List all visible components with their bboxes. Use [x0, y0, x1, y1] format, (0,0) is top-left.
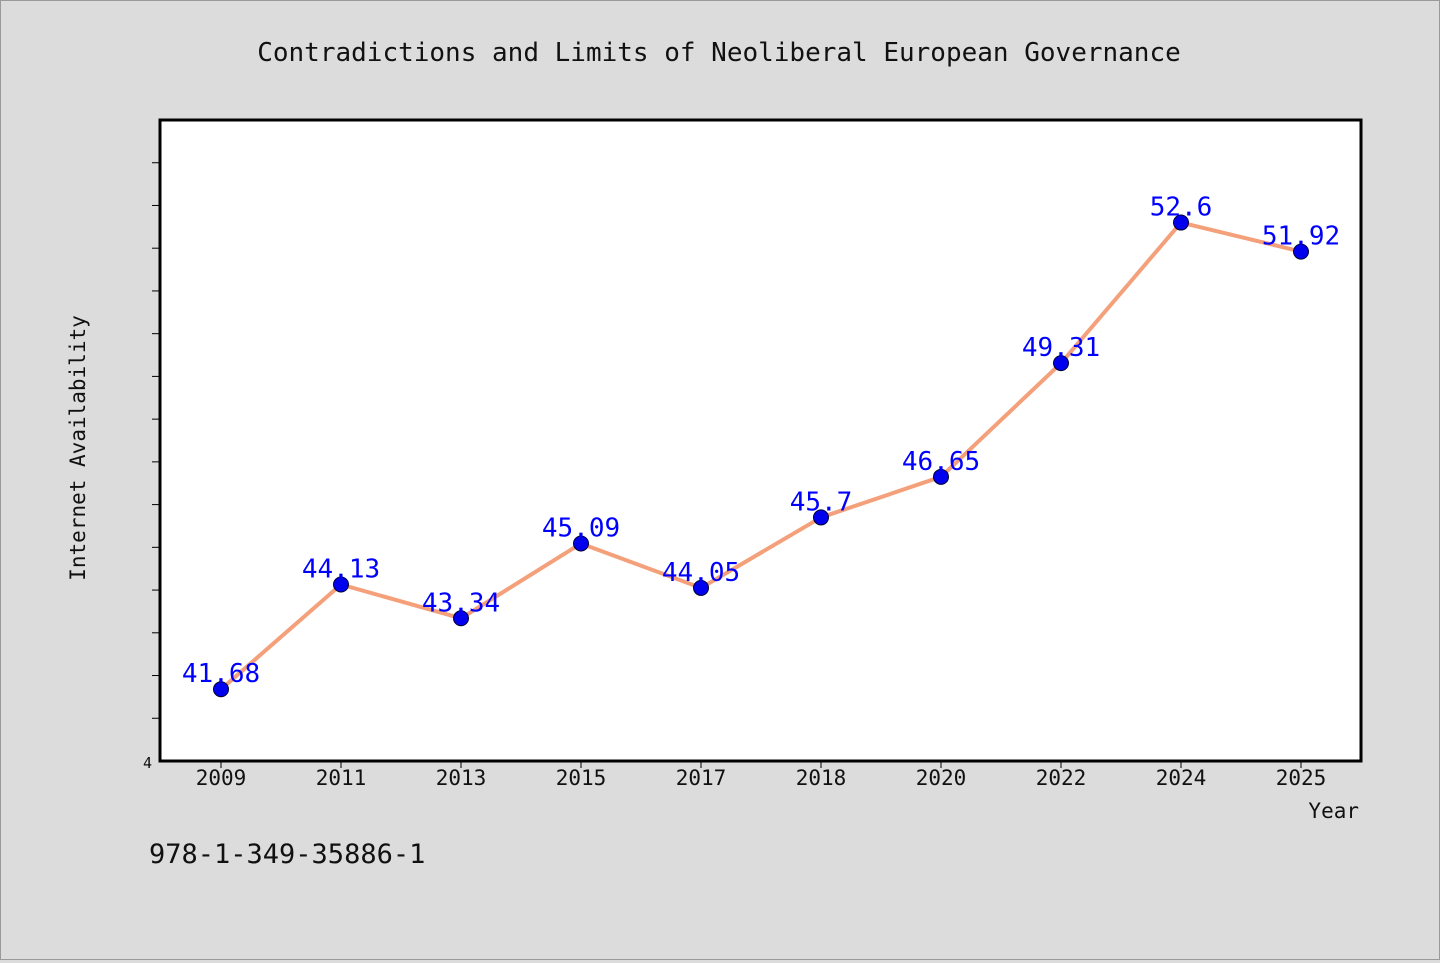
data-point-marker	[333, 576, 349, 593]
data-point-marker	[813, 509, 829, 526]
y-axis-ticks	[152, 162, 160, 719]
x-axis-ticks: 2009 2011 2013 2015 2017 2018 2020 2022 2024 2025	[196, 761, 1327, 790]
data-point-marker	[693, 579, 709, 596]
data-label: 46.65	[902, 447, 980, 477]
x-tick-label: 2025	[1276, 766, 1327, 790]
data-label: 43.34	[422, 588, 500, 618]
data-label: 45.7	[790, 487, 853, 517]
data-markers	[213, 214, 1309, 698]
chart-title: Contradictions and Limits of Neoliberal …	[257, 38, 1181, 68]
x-tick-label: 2020	[916, 766, 967, 790]
x-tick-label: 2011	[316, 766, 367, 790]
x-tick-label: 2015	[556, 766, 607, 790]
data-labels: 41.68 44.13 43.34 45.09 44.05 45.7 46.65 49.31 5…	[182, 193, 1340, 690]
plot-area	[158, 118, 1363, 763]
data-label: 41.68	[182, 659, 260, 689]
data-label: 51.92	[1262, 222, 1340, 252]
series-line	[219, 220, 1302, 691]
data-label: 44.05	[662, 558, 740, 588]
series-line-group	[219, 220, 1302, 691]
x-tick-label: 2009	[196, 766, 247, 790]
data-point-marker	[213, 681, 229, 698]
y-axis-label: Internet Availability	[66, 315, 90, 581]
isbn-footer: 978-1-349-35886-1	[149, 839, 425, 870]
data-point-marker	[573, 535, 589, 552]
data-label: 45.09	[542, 513, 620, 543]
x-tick-label: 2013	[436, 766, 487, 790]
data-label: 49.31	[1022, 333, 1100, 363]
x-tick-label: 2017	[676, 766, 727, 790]
data-label: 44.13	[302, 555, 380, 585]
x-axis-label: Year	[1308, 799, 1359, 823]
data-point-marker	[1293, 243, 1309, 260]
data-point-marker	[1053, 355, 1069, 372]
data-point-marker	[1173, 214, 1189, 231]
x-tick-label: 2024	[1156, 766, 1207, 790]
data-point-marker	[453, 610, 469, 627]
x-tick-label: 2018	[796, 766, 847, 790]
x-tick-label: 2022	[1036, 766, 1087, 790]
y-min-tick-label: 4	[143, 754, 152, 772]
data-point-marker	[933, 468, 949, 485]
data-label: 52.6	[1150, 193, 1213, 223]
